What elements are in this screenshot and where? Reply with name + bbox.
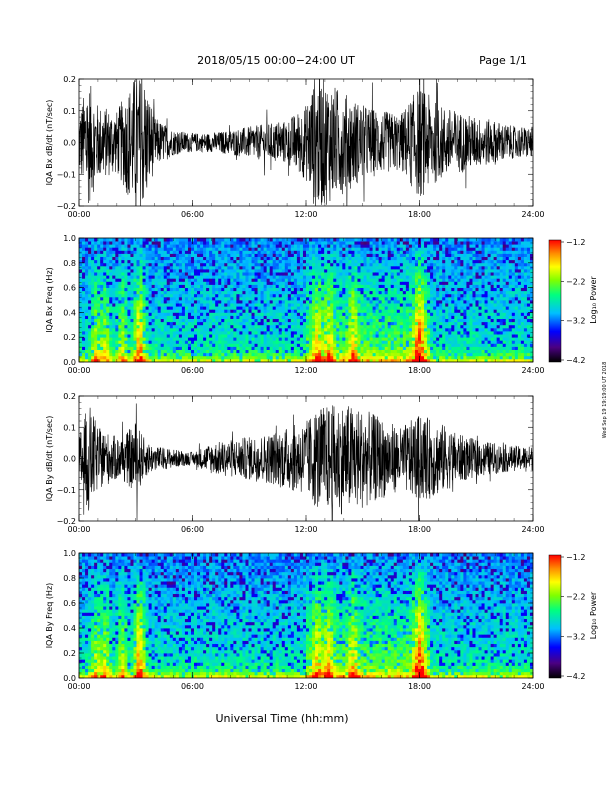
x-axis-title: Universal Time (hh:mm)	[216, 712, 349, 725]
colorbar-tick-label: −2.2	[566, 277, 585, 286]
colorbar-tick-label: −3.2	[566, 632, 585, 641]
colorbar-tick-label: −4.2	[566, 672, 585, 681]
by-spectrogram-cells	[79, 553, 533, 678]
x-tick-label: 06:00	[181, 366, 204, 375]
bx-spectrogram-colorbar	[549, 240, 561, 362]
x-tick-label: 12:00	[294, 210, 317, 219]
x-tick-label: 18:00	[408, 210, 431, 219]
y-tick-label: 0.4	[63, 624, 76, 633]
y-tick-label: 0.2	[63, 333, 76, 342]
x-tick-label: 24:00	[521, 210, 544, 219]
x-tick-label: 12:00	[294, 525, 317, 534]
colorbar-tick-label: −1.2	[566, 238, 585, 247]
y-tick-label: 1.0	[63, 549, 76, 558]
bx-spectrogram-ylabel: IQA Bx Freq (Hz)	[45, 267, 54, 333]
y-tick-label: 0.2	[63, 392, 76, 401]
x-tick-label: 12:00	[294, 682, 317, 691]
bx-waveform-ylabel: IQA Bx dB/dt (nT/sec)	[45, 100, 54, 186]
x-tick-label: 06:00	[181, 210, 204, 219]
bx-waveform-trace	[79, 46, 533, 226]
colorbar-label: Log₁₀ Power	[589, 276, 598, 324]
page-number: Page 1/1	[479, 54, 527, 67]
x-tick-label: 18:00	[408, 525, 431, 534]
x-tick-label: 18:00	[408, 682, 431, 691]
x-tick-label: 18:00	[408, 366, 431, 375]
timestamp-stamp: Wed Sep 19 19:19:00 UT 2018	[602, 362, 608, 439]
bx-spectrogram-cells	[79, 238, 533, 362]
x-tick-label: 12:00	[294, 366, 317, 375]
y-tick-label: 0.1	[63, 107, 76, 116]
colorbar-label: Log₁₀ Power	[589, 591, 598, 639]
y-tick-label: 0.6	[63, 599, 76, 608]
y-tick-label: −0.1	[57, 170, 76, 179]
y-tick-label: 1.0	[63, 234, 76, 243]
y-tick-label: 0.6	[63, 284, 76, 293]
colorbar-tick-label: −1.2	[566, 553, 585, 562]
by-spectrogram-panel: −1.2 −2.2 −3.2 −4.2 Log₁₀ Power 1.0 0.8 0.6 0.4 0…	[45, 549, 598, 691]
x-tick-label: 00:00	[67, 366, 90, 375]
x-tick-label: 24:00	[521, 366, 544, 375]
x-tick-label: 06:00	[181, 682, 204, 691]
y-tick-label: 0.0	[63, 455, 76, 464]
x-tick-label: 24:00	[521, 525, 544, 534]
bx-spectrogram-panel: −1.2 −2.2 −3.2 −4.2 Log₁₀ Power 1.0 0.8 0.6 0.4 0…	[45, 234, 598, 375]
colorbar-tick-label: −3.2	[566, 317, 585, 326]
by-waveform-ylabel: IQA By dB/dt (nT/sec)	[45, 416, 54, 502]
by-spectrogram-colorbar	[549, 555, 561, 678]
y-tick-label: 0.4	[63, 308, 76, 317]
y-tick-label: 0.2	[63, 649, 76, 658]
colorbar-tick-label: −4.2	[566, 356, 585, 365]
y-tick-label: 0.8	[63, 574, 76, 583]
y-tick-label: −0.1	[57, 486, 76, 495]
x-tick-label: 00:00	[67, 525, 90, 534]
x-tick-label: 06:00	[181, 525, 204, 534]
y-tick-label: 0.2	[63, 75, 76, 84]
x-tick-label: 00:00	[67, 210, 90, 219]
colorbar-tick-label: −2.2	[566, 593, 585, 602]
figure-title: 2018/05/15 00:00−24:00 UT	[197, 54, 355, 67]
by-spectrogram-ylabel: IQA By Freq (Hz)	[45, 583, 54, 649]
y-tick-label: 0.0	[63, 139, 76, 148]
y-tick-label: 0.1	[63, 423, 76, 432]
x-tick-label: 00:00	[67, 682, 90, 691]
y-tick-label: 0.8	[63, 259, 76, 268]
x-tick-label: 24:00	[521, 682, 544, 691]
